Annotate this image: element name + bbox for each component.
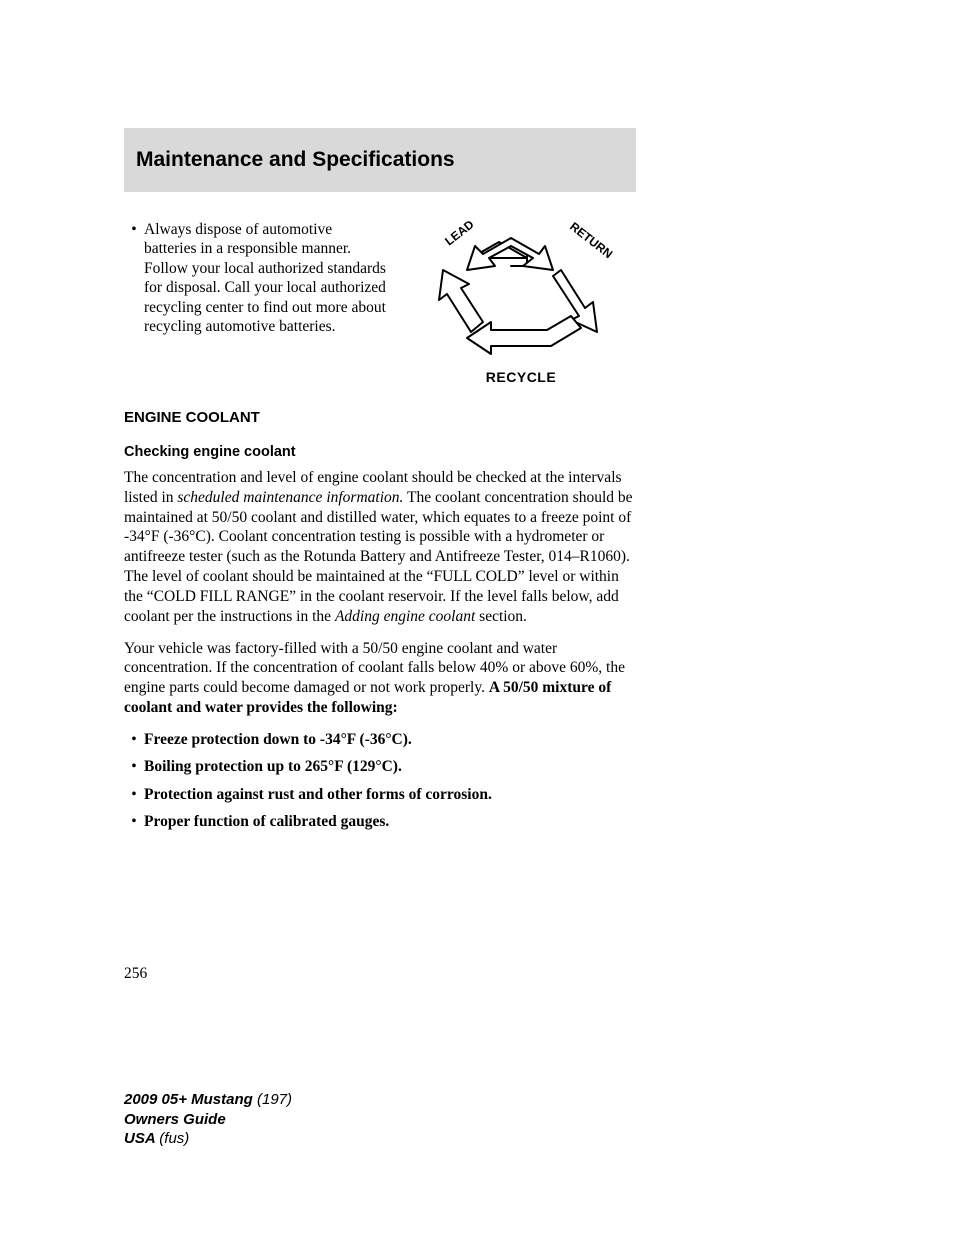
list-item: • Proper function of calibrated gauges. (124, 812, 636, 831)
header-bar: Maintenance and Specifications (124, 128, 636, 192)
bullet-marker-icon: • (124, 785, 144, 804)
footer: 2009 05+ Mustang (197) Owners Guide USA … (124, 1090, 292, 1149)
bullet-marker-icon: • (124, 757, 144, 776)
recycle-arrows-icon: LEAD RETURN (411, 220, 631, 360)
para1-italic2: Adding engine coolant (335, 608, 475, 625)
bullet-2: Protection against rust and other forms … (144, 785, 636, 804)
bullet-3: Proper function of calibrated gauges. (144, 812, 636, 831)
para1-b: The coolant concentration should be main… (124, 489, 633, 625)
list-item: • Always dispose of automotive batteries… (124, 220, 388, 336)
lead-label: LEAD (442, 220, 477, 248)
content-area: • Always dispose of automotive batteries… (124, 220, 636, 839)
footer-line1: 2009 05+ Mustang (197) (124, 1090, 292, 1110)
list-item: • Boiling protection up to 265°F (129°C)… (124, 757, 636, 776)
para1-c: section. (475, 608, 527, 625)
paragraph-2: Your vehicle was factory-filled with a 5… (124, 639, 636, 718)
disposal-bullet-block: • Always dispose of automotive batteries… (124, 220, 388, 385)
paragraph-1: The concentration and level of engine co… (124, 468, 636, 627)
return-label: RETURN (567, 220, 615, 261)
recycle-label: RECYCLE (406, 369, 636, 385)
page-number: 256 (124, 965, 147, 983)
list-item: • Protection against rust and other form… (124, 785, 636, 804)
recycle-figure: LEAD RETURN RECYCLE (406, 220, 636, 385)
disposal-text: Always dispose of automotive batteries i… (144, 220, 388, 336)
subsection-heading-checking: Checking engine coolant (124, 444, 636, 460)
page-title: Maintenance and Specifications (136, 148, 455, 172)
section-heading-engine-coolant: ENGINE COOLANT (124, 409, 636, 426)
bullet-marker-icon: • (124, 220, 144, 336)
benefits-list: • Freeze protection down to -34°F (-36°C… (124, 730, 636, 832)
top-row: • Always dispose of automotive batteries… (124, 220, 636, 385)
list-item: • Freeze protection down to -34°F (-36°C… (124, 730, 636, 749)
bullet-1: Boiling protection up to 265°F (129°C). (144, 757, 636, 776)
footer-line2: Owners Guide (124, 1110, 292, 1130)
bullet-marker-icon: • (124, 812, 144, 831)
bullet-marker-icon: • (124, 730, 144, 749)
para1-italic: scheduled maintenance information. (177, 489, 403, 506)
bullet-0: Freeze protection down to -34°F (-36°C). (144, 730, 636, 749)
footer-line3: USA (fus) (124, 1129, 292, 1149)
